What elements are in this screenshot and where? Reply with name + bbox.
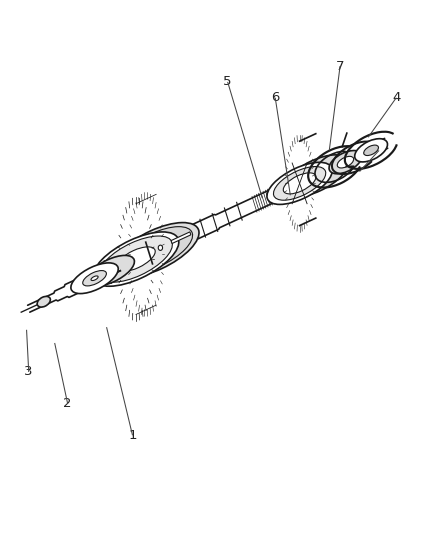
- Text: 8: 8: [375, 144, 383, 157]
- Text: 3: 3: [25, 366, 33, 378]
- Ellipse shape: [93, 232, 179, 286]
- Ellipse shape: [83, 271, 106, 286]
- Ellipse shape: [87, 255, 134, 286]
- Ellipse shape: [117, 247, 155, 271]
- Ellipse shape: [329, 150, 362, 174]
- Ellipse shape: [99, 236, 173, 282]
- Ellipse shape: [364, 145, 378, 156]
- Ellipse shape: [273, 166, 326, 200]
- Text: 1: 1: [128, 429, 137, 442]
- Polygon shape: [171, 232, 191, 244]
- Text: 4: 4: [392, 91, 400, 104]
- Text: 5: 5: [223, 75, 232, 88]
- Ellipse shape: [267, 163, 332, 205]
- Text: 2: 2: [64, 397, 72, 410]
- Ellipse shape: [91, 276, 98, 280]
- Ellipse shape: [37, 296, 50, 307]
- Ellipse shape: [158, 245, 162, 251]
- Ellipse shape: [355, 139, 388, 162]
- Ellipse shape: [283, 155, 349, 197]
- Ellipse shape: [113, 223, 199, 277]
- Ellipse shape: [120, 227, 193, 273]
- Ellipse shape: [283, 173, 316, 194]
- Text: 6: 6: [271, 91, 279, 104]
- Text: 7: 7: [336, 60, 344, 72]
- Ellipse shape: [337, 156, 353, 168]
- Ellipse shape: [71, 263, 118, 294]
